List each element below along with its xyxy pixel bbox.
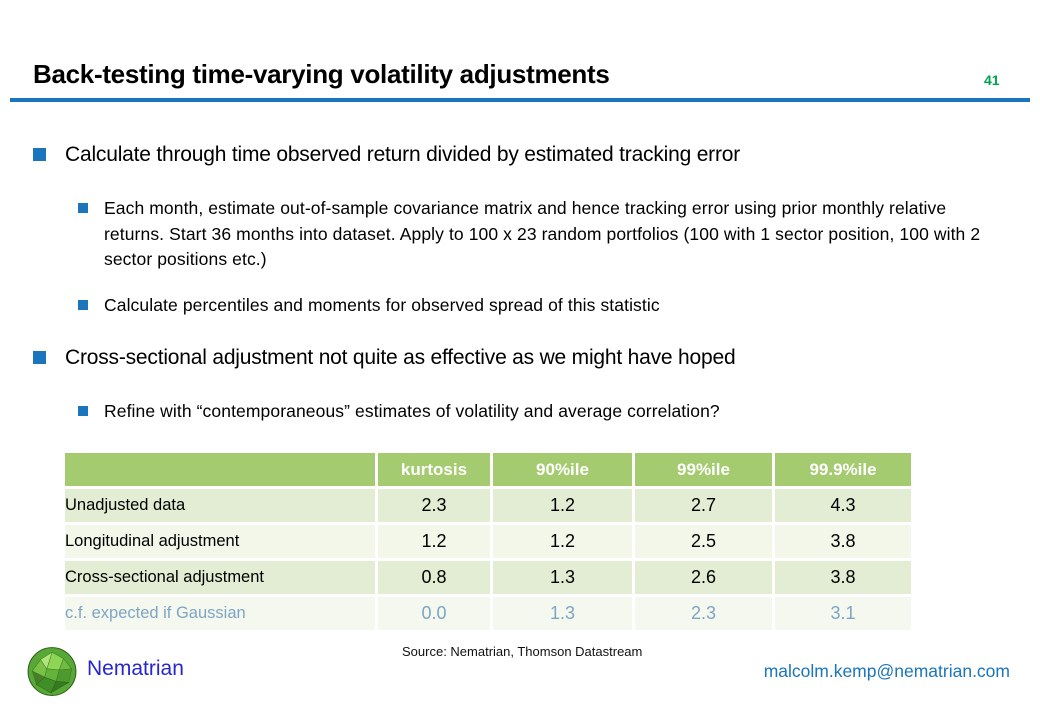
cell-value: 1.3 xyxy=(493,597,632,630)
bullet-text: Each month, estimate out-of-sample covar… xyxy=(104,198,981,269)
nematrian-polyhedron-icon xyxy=(27,647,77,696)
page-number: 41 xyxy=(984,72,1000,88)
sub-bullet-item: Calculate percentiles and moments for ob… xyxy=(78,293,993,319)
cell-value: 3.1 xyxy=(775,597,911,630)
cell-value: 1.3 xyxy=(493,561,632,594)
cell-value: 2.3 xyxy=(635,597,772,630)
page-title: Back-testing time-varying volatility adj… xyxy=(33,59,610,89)
cell-value: 2.3 xyxy=(378,489,490,522)
bullet-square-icon xyxy=(33,351,46,364)
contact-email-link[interactable]: malcolm.kemp@nematrian.com xyxy=(763,661,1010,681)
cell-value: 3.8 xyxy=(775,525,911,558)
bullet-text: Calculate through time observed return d… xyxy=(65,143,741,166)
bullet-text: Refine with “contemporaneous” estimates … xyxy=(104,401,720,421)
source-attribution: Source: Nematrian, Thomson Datastream xyxy=(402,644,643,659)
cell-value: 1.2 xyxy=(493,489,632,522)
table-header-90ile: 90%ile xyxy=(493,453,632,486)
cell-value: 2.5 xyxy=(635,525,772,558)
bullet-square-icon xyxy=(78,300,88,310)
bullet-square-icon xyxy=(78,406,88,416)
bullet-text: Cross-sectional adjustment not quite as … xyxy=(65,346,736,369)
sub-bullet-item: Each month, estimate out-of-sample covar… xyxy=(78,196,993,273)
table-header-blank xyxy=(65,453,375,486)
cell-value: 0.8 xyxy=(378,561,490,594)
bullet-text: Calculate percentiles and moments for ob… xyxy=(104,295,660,315)
bullet-square-icon xyxy=(78,203,88,213)
table-row: Longitudinal adjustment 1.2 1.2 2.5 3.8 xyxy=(65,525,911,558)
table-row: Unadjusted data 2.3 1.2 2.7 4.3 xyxy=(65,489,911,522)
cell-value: 0.0 xyxy=(378,597,490,630)
row-label: Longitudinal adjustment xyxy=(65,525,375,558)
bullet-square-icon xyxy=(33,148,46,161)
cell-value: 3.8 xyxy=(775,561,911,594)
results-table: kurtosis 90%ile 99%ile 99.9%ile Unadjust… xyxy=(62,450,914,633)
row-label: c.f. expected if Gaussian xyxy=(65,597,375,630)
table-header-99ile: 99%ile xyxy=(635,453,772,486)
bullet-item: Calculate through time observed return d… xyxy=(33,141,993,168)
cell-value: 2.6 xyxy=(635,561,772,594)
table-header-kurtosis: kurtosis xyxy=(378,453,490,486)
row-label: Unadjusted data xyxy=(65,489,375,522)
nematrian-logo-wordmark: Nematrian xyxy=(87,657,184,680)
title-divider xyxy=(10,98,1030,102)
sub-bullet-item: Refine with “contemporaneous” estimates … xyxy=(78,399,993,425)
cell-value: 1.2 xyxy=(493,525,632,558)
table-header-row: kurtosis 90%ile 99%ile 99.9%ile xyxy=(65,453,911,486)
table-row: Cross-sectional adjustment 0.8 1.3 2.6 3… xyxy=(65,561,911,594)
cell-value: 4.3 xyxy=(775,489,911,522)
bullet-item: Cross-sectional adjustment not quite as … xyxy=(33,344,993,371)
cell-value: 2.7 xyxy=(635,489,772,522)
row-label: Cross-sectional adjustment xyxy=(65,561,375,594)
table-row-gaussian-reference: c.f. expected if Gaussian 0.0 1.3 2.3 3.… xyxy=(65,597,911,630)
cell-value: 1.2 xyxy=(378,525,490,558)
table-header-999ile: 99.9%ile xyxy=(775,453,911,486)
